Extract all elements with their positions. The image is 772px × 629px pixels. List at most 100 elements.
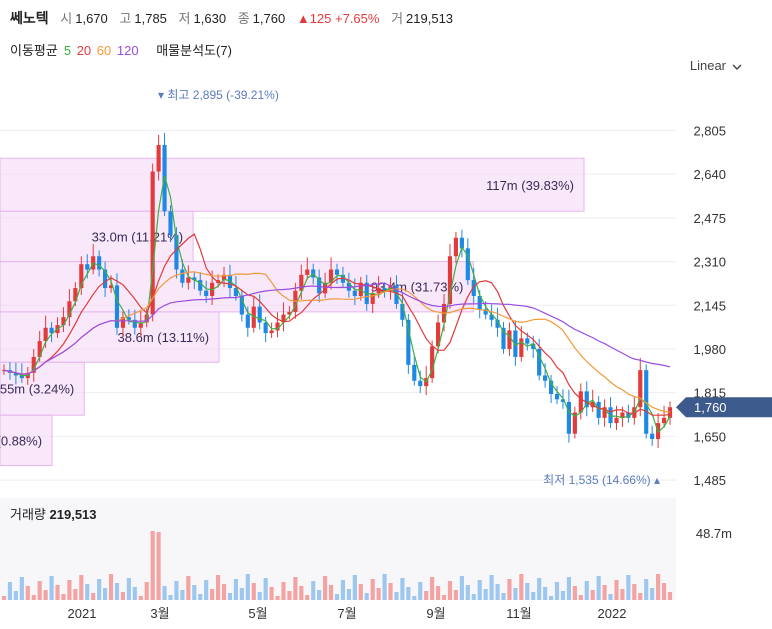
candle-body xyxy=(406,319,411,365)
volume-bar xyxy=(281,582,286,600)
candle-body xyxy=(471,280,476,296)
volume-bar xyxy=(311,581,316,600)
volume-bar xyxy=(608,594,613,600)
volume-bar xyxy=(239,588,244,600)
low-label: 저 xyxy=(178,11,191,26)
volume-bar xyxy=(120,592,126,600)
candle-body xyxy=(132,319,137,328)
candle-body xyxy=(287,311,292,315)
volume-bar xyxy=(263,578,268,600)
volume-bar xyxy=(269,587,274,600)
high-annotation: ▾ 최고 2,895 (-39.21%) xyxy=(158,88,279,102)
candle-body xyxy=(376,288,381,294)
candle-body xyxy=(103,269,108,289)
volume-bar xyxy=(150,531,155,600)
volume-bar xyxy=(388,583,393,600)
candle-body xyxy=(275,322,280,331)
volume-bar xyxy=(418,582,423,600)
volume-bar xyxy=(364,593,369,600)
candle-body xyxy=(49,327,54,334)
candle-body xyxy=(334,269,340,275)
candle-body xyxy=(346,282,351,291)
y-tick-label: 1,980 xyxy=(693,342,726,357)
volume-bar xyxy=(293,577,298,600)
candle-body xyxy=(37,341,42,357)
volume-panel-label: 거래량 xyxy=(10,507,46,522)
volume-bar xyxy=(180,590,185,600)
y-tick-label: 2,310 xyxy=(693,255,726,270)
volume-bar xyxy=(465,585,470,600)
volume-bar xyxy=(352,575,357,600)
volume-bar xyxy=(453,590,459,600)
volume-bar xyxy=(7,582,13,600)
volume-bar xyxy=(19,577,24,600)
volume-bar xyxy=(221,584,227,600)
x-tick-label: 9월 xyxy=(426,606,445,621)
moving-average-line xyxy=(3,282,671,375)
low-annotation: 최저 1,535 (14.66%) ▴ xyxy=(543,473,660,487)
ma20-label[interactable]: 20 xyxy=(76,43,92,58)
annotations: ▾ 최고 2,895 (-39.21%) 최저 1,535 (14.66%) ▴ 1… xyxy=(158,88,772,541)
ma120-label[interactable]: 120 xyxy=(116,43,139,58)
y-tick-label: 1,815 xyxy=(693,386,726,401)
volume-profile-label: 38.6m (13.11%) xyxy=(118,330,210,345)
volume-bar xyxy=(358,584,363,600)
volume-axis-label: 48.7m xyxy=(696,526,732,541)
candle-body xyxy=(269,330,274,334)
candle-body xyxy=(596,401,601,418)
volume-bar xyxy=(447,581,453,600)
ma60-label[interactable]: 60 xyxy=(96,43,112,58)
candle-body xyxy=(560,399,566,402)
volume-bar xyxy=(507,579,512,600)
volume-bar xyxy=(108,574,114,600)
moving-average-line xyxy=(3,233,671,416)
candle-body xyxy=(554,394,560,400)
x-tick-label: 7월 xyxy=(337,606,356,621)
candle-body xyxy=(661,417,667,424)
volume-bar xyxy=(275,596,280,600)
volume-profile-label[interactable]: 매물분석도(7) xyxy=(156,43,232,58)
volume-bar xyxy=(37,581,42,600)
volume-bar xyxy=(13,591,18,600)
scale-toggle[interactable]: Linear xyxy=(690,58,742,73)
volume-bar xyxy=(531,592,536,600)
volume-bar xyxy=(590,590,595,600)
volume-bar xyxy=(227,593,233,600)
candle-body xyxy=(489,314,494,320)
candle-body xyxy=(19,375,24,379)
volume-bar xyxy=(233,579,238,600)
volume-bar xyxy=(584,581,589,600)
candle-body xyxy=(459,237,464,249)
candle-body xyxy=(263,322,268,334)
volume-bar xyxy=(495,584,500,600)
candle-body xyxy=(507,330,512,349)
volume-bar xyxy=(471,594,476,600)
volume-bar xyxy=(174,581,179,600)
x-tick-label: 11월 xyxy=(506,606,531,621)
change-value: ▲125 +7.65% xyxy=(296,11,380,26)
ma5-label[interactable]: 5 xyxy=(63,43,72,58)
volume-bar xyxy=(85,584,90,600)
candle-body xyxy=(192,277,197,281)
candle-body xyxy=(85,264,90,270)
x-axis: 2021 3월 5월 7월 9월 11월 2022 xyxy=(68,606,627,621)
volume-bar xyxy=(596,576,601,600)
volume-bar xyxy=(667,592,673,600)
volume-bar xyxy=(346,589,351,600)
volume-bar xyxy=(650,588,655,600)
candle-body xyxy=(394,285,399,304)
candle-body xyxy=(174,235,179,270)
volume-bar xyxy=(198,594,203,600)
volume-bar xyxy=(317,590,322,600)
y-tick-label: 2,145 xyxy=(693,298,726,313)
volume-bar xyxy=(477,580,482,600)
y-tick-label: 1,485 xyxy=(693,473,726,488)
candle-body xyxy=(465,248,470,281)
candle-body xyxy=(114,285,120,328)
volume-bar xyxy=(548,596,554,600)
candle-body xyxy=(644,370,649,434)
ma-legend: 이동평균 5 20 60 120 매물분석도(7) xyxy=(10,40,238,59)
volume-bar xyxy=(43,590,48,600)
volume-bars xyxy=(1,531,673,600)
